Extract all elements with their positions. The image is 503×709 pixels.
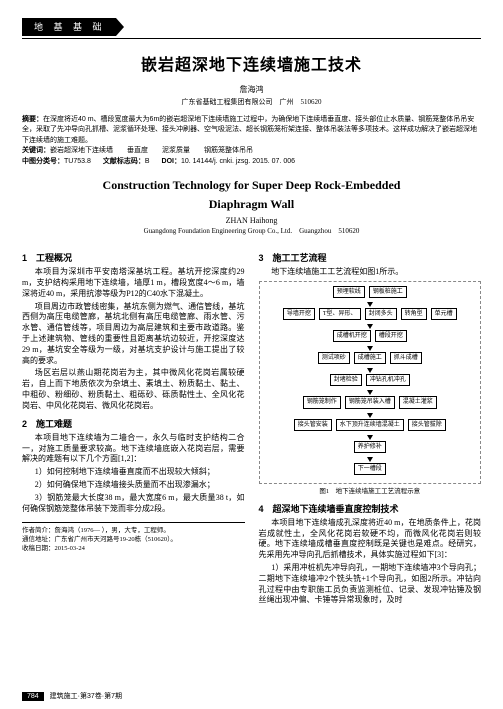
body-para: 本项目地下连续墙为二墙合一，永久与临时支护结构二合一，对施工质量要求较高。地下连… — [22, 433, 245, 465]
section-tag: 地 基 基 础 — [22, 18, 481, 36]
en-title-line2: Diaphragm Wall — [22, 196, 481, 212]
clc-value: TU753.8 — [64, 158, 91, 165]
section-3-heading: 3 施工工艺流程 — [259, 252, 482, 264]
list-item: 1）如何控制地下连续墙垂直度而不出现较大倾斜； — [22, 467, 245, 478]
cn-title: 嵌岩超深地下连续墙施工技术 — [22, 55, 481, 77]
body-para: 本项目为深圳市平安南塔深基坑工程。基坑开挖深度约29 m，支护结构采用地下连续墙… — [22, 267, 245, 299]
en-author: ZHAN Haihong — [22, 216, 481, 227]
meta-block: 摘要：在深度将近40 m、槽段宽度最大为6m的嵌岩超深地下连续墙施工过程中，为确… — [22, 115, 481, 168]
doi-value: 10. 14144/j. cnki. jzsg. 2015. 07. 006 — [181, 158, 295, 165]
keywords-text: 嵌岩超深地下连续墙 垂直度 泥浆质量 钢筋笼整体吊吊 — [50, 147, 253, 154]
keywords-label: 关键词： — [22, 147, 50, 154]
flow-node: 冲钻孔机冲孔 — [366, 374, 410, 386]
body-para: 1）采用冲桩机先冲导向孔，一期地下连续墙冲3个导向孔；二期地下连续墙冲2个铣头铣… — [259, 563, 482, 606]
flow-node: 接头管安装 — [294, 419, 332, 431]
abstract-label: 摘要： — [22, 116, 43, 123]
en-title-line1: Construction Technology for Super Deep R… — [22, 177, 481, 193]
figure-1-caption: 图1 地下连续墙施工工艺流程示意 — [259, 488, 482, 497]
flow-node: T型、异形、 — [319, 308, 361, 320]
arrow-down-icon — [367, 302, 373, 307]
flow-node: 成槽施工 — [354, 352, 386, 364]
list-item: 2）如何确保地下连续墙接头质量而不出现渗漏水； — [22, 480, 245, 491]
left-column: 1 工程概况 本项目为深圳市平安南塔深基坑工程。基坑开挖深度约29 m，支护结构… — [22, 246, 245, 608]
arrow-down-icon — [367, 324, 373, 329]
arrow-down-icon — [367, 413, 373, 418]
footnote-line: 通信地址：广东省广州市天河路号19-20栋（510620）。 — [22, 535, 245, 544]
flow-node: 导墙开挖 — [283, 308, 315, 320]
footer-text: 建筑施工·第37卷·第7期 — [50, 693, 122, 700]
cn-author: 詹海鸿 — [22, 85, 481, 96]
flow-node: 测试项砂 — [318, 352, 350, 364]
flow-node: 预埋软线 — [333, 286, 365, 298]
section-4-heading: 4 超深地下连续墙垂直度控制技术 — [259, 503, 482, 515]
flow-node: 接头管拔除 — [408, 419, 446, 431]
section-1-heading: 1 工程概况 — [22, 252, 245, 264]
doccode-value: B — [145, 158, 150, 165]
page-number: 784 — [22, 692, 44, 701]
flow-node: 混凝土灌浆 — [399, 396, 437, 408]
arrow-down-icon — [367, 346, 373, 351]
arrow-down-icon — [367, 457, 373, 462]
section-2-heading: 2 施工难题 — [22, 418, 245, 430]
arrow-down-icon — [367, 368, 373, 373]
flow-node: 转角型 — [401, 308, 427, 320]
flow-node: 下一槽段 — [354, 463, 386, 475]
page-footer: 784 建筑施工·第37卷·第7期 — [22, 692, 122, 701]
abstract-text: 在深度将近40 m、槽段宽度最大为6m的嵌岩超深地下连续墙施工过程中，为确保地下… — [22, 116, 477, 144]
flow-node: 封堵检验 — [330, 374, 362, 386]
flow-node: 钢板桩施工 — [369, 286, 407, 298]
arrow-down-icon — [367, 435, 373, 440]
flow-node: 钢筋笼制作 — [303, 396, 341, 408]
en-affiliation: Guangdong Foundation Engineering Group C… — [22, 227, 481, 236]
flow-node: 钢筋笼吊装入槽 — [345, 396, 395, 408]
flow-node: 封闭多头 — [365, 308, 397, 320]
flowchart: 预埋软线钢板桩施工 导墙开挖 T型、异形、封闭多头转角型单元槽 成槽机开挖槽段开挖… — [259, 281, 482, 484]
body-para: 场区岩层以燕山期花岗岩为主，其中微风化花岗岩属较硬岩，自上而下地质依次为杂填土、… — [22, 368, 245, 411]
flow-node: 水下顶升连续墙混凝土 — [336, 419, 404, 431]
body-para: 本项目地下连续墙成孔深度将近40 m，在地质条件上，花岗岩成就性土，全风化花岗岩… — [259, 518, 482, 561]
footnote-block: 作者简介：詹海鸿（1976— ），男，大专，工程师。 通信地址：广东省广州市天河… — [22, 522, 245, 553]
arrow-down-icon — [367, 390, 373, 395]
flow-node: 成槽机开挖 — [333, 330, 371, 342]
flow-node: 槽段开挖 — [375, 330, 407, 342]
flow-node: 单元槽 — [431, 308, 457, 320]
flow-node: 养护修补 — [354, 441, 386, 453]
doccode-label: 文献标志码： — [103, 158, 145, 165]
list-item: 3）钢筋笼最大长度38 m，最大宽度6 m，最大质量38 t，如何确保钢筋笼整体… — [22, 493, 245, 515]
body-para: 地下连续墙施工工艺流程如图1所示。 — [259, 267, 482, 278]
footnote-line: 收稿日期：2015-03-24 — [22, 544, 245, 553]
cn-affiliation: 广东省基础工程集团有限公司 广州 510620 — [22, 98, 481, 107]
footnote-line: 作者简介：詹海鸿（1976— ），男，大专，工程师。 — [22, 526, 245, 535]
top-rule — [22, 38, 481, 39]
body-para: 项目周边市政管线密集，基坑东侧为燃气、通信管线，基坑西侧为高压电缆管廊，基坑北侧… — [22, 302, 245, 367]
flow-node: 抓斗成槽 — [390, 352, 422, 364]
right-column: 3 施工工艺流程 地下连续墙施工工艺流程如图1所示。 预埋软线钢板桩施工 导墙开… — [259, 246, 482, 608]
clc-label: 中图分类号： — [22, 158, 64, 165]
doi-label: DOI： — [162, 158, 181, 165]
